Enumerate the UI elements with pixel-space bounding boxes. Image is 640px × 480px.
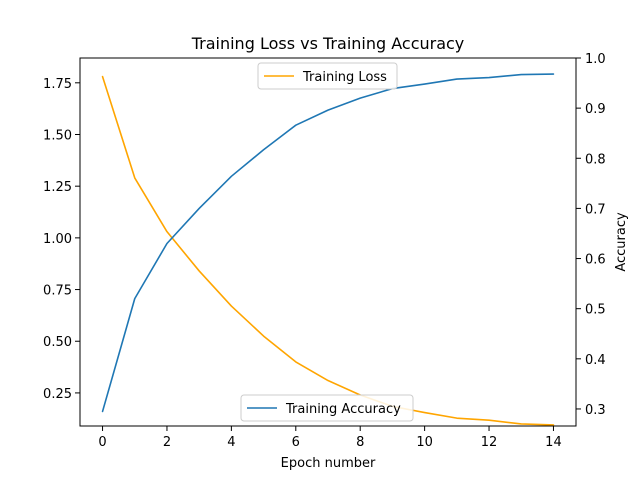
y-left-tick-label: 0.25 <box>43 387 72 402</box>
y-left-tick-label: 0.50 <box>43 335 72 350</box>
accuracy-series-line <box>101 73 555 413</box>
y-right-tick-label: 0.5 <box>585 303 606 318</box>
x-tick-label: 0 <box>98 435 106 450</box>
x-tick-label: 10 <box>416 435 433 450</box>
x-axis-label: Epoch number <box>281 456 376 471</box>
y-left-tick-label: 1.25 <box>43 180 72 195</box>
x-tick-label: 12 <box>481 435 498 450</box>
x-tick-label: 14 <box>545 435 562 450</box>
y-right-tick-label: 0.9 <box>585 102 606 117</box>
x-tick-label: 6 <box>292 435 300 450</box>
plot-frame <box>79 57 577 427</box>
x-ticks: 0 2 4 6 8 10 12 14 <box>98 426 562 450</box>
y-left-ticks: 0.25 0.50 0.75 1.00 1.25 1.50 1.75 <box>43 77 80 402</box>
y-right-tick-label: 0.8 <box>585 152 606 167</box>
y-right-ticks: 0.3 0.4 0.5 0.6 0.7 0.8 0.9 1.0 <box>576 52 606 418</box>
y-right-tick-label: 1.0 <box>585 52 606 67</box>
loss-series-line <box>101 75 555 426</box>
legend-loss-box <box>257 62 398 90</box>
legend-loss: Training Loss <box>257 62 398 90</box>
series-layer <box>101 73 555 426</box>
legend-accuracy: Training Accuracy <box>240 394 414 422</box>
y-right-tick-label: 0.6 <box>585 253 606 268</box>
legend-loss-label: Training Loss <box>302 70 387 85</box>
y-right-axis-label: Accuracy <box>614 212 629 272</box>
legend-accuracy-label: Training Accuracy <box>285 402 401 417</box>
y-right-tick-label: 0.4 <box>585 353 606 368</box>
y-left-tick-label: 1.75 <box>43 77 72 92</box>
y-left-tick-label: 1.50 <box>43 128 72 143</box>
x-tick-label: 4 <box>227 435 235 450</box>
y-right-tick-label: 0.7 <box>585 202 606 217</box>
legend-accuracy-box <box>240 394 414 422</box>
y-left-tick-label: 1.00 <box>43 232 72 247</box>
x-tick-label: 2 <box>163 435 171 450</box>
y-right-tick-label: 0.3 <box>585 403 606 418</box>
chart-title: Training Loss vs Training Accuracy <box>191 34 465 53</box>
y-left-tick-label: 0.75 <box>43 284 72 299</box>
x-tick-label: 8 <box>356 435 364 450</box>
